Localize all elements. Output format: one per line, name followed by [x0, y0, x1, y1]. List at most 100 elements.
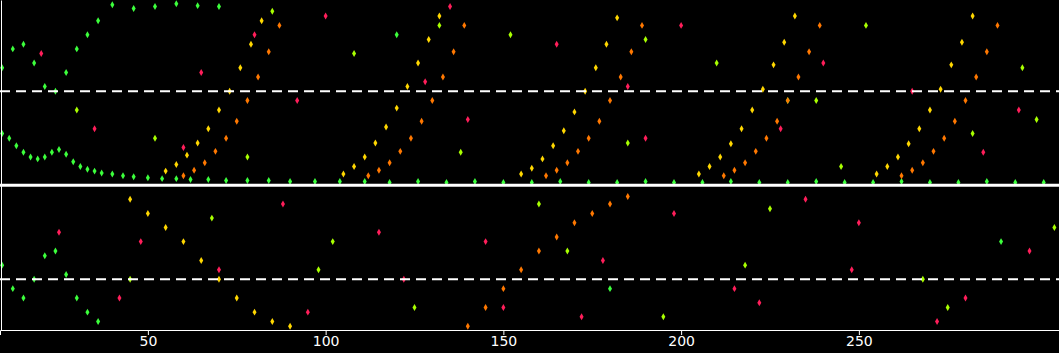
point [366, 172, 370, 179]
point [743, 159, 747, 166]
point [775, 118, 779, 125]
point [679, 22, 683, 29]
point [174, 0, 178, 7]
point [189, 176, 193, 183]
point [203, 159, 207, 166]
point [352, 163, 356, 170]
point [949, 61, 953, 68]
point [117, 295, 121, 302]
reference-line [0, 278, 1059, 280]
x-tick-label: 100 [313, 333, 340, 349]
point [11, 45, 15, 52]
point [181, 172, 185, 179]
point [373, 139, 377, 146]
point [196, 2, 200, 9]
point [420, 118, 424, 125]
point [93, 125, 97, 132]
point [537, 248, 541, 255]
point [85, 166, 89, 173]
point [519, 170, 523, 177]
point [995, 22, 999, 29]
point [245, 177, 249, 184]
point [36, 155, 40, 162]
point [1017, 107, 1021, 114]
point [43, 83, 47, 90]
point-series [39, 3, 1031, 325]
point [501, 285, 505, 292]
point [501, 304, 505, 311]
point [626, 193, 630, 200]
point [981, 149, 985, 156]
point [732, 167, 736, 174]
point [772, 61, 776, 68]
point [932, 148, 936, 155]
point [537, 201, 541, 208]
point [21, 149, 25, 156]
point [377, 167, 381, 174]
point [153, 3, 157, 10]
point [238, 64, 242, 71]
point [697, 170, 701, 177]
point [597, 118, 601, 125]
point [999, 238, 1003, 245]
point [146, 210, 150, 217]
point [210, 215, 214, 222]
point [132, 5, 136, 12]
point [466, 323, 470, 330]
point [398, 148, 402, 155]
point [796, 74, 800, 81]
point [462, 22, 466, 29]
point [437, 13, 441, 20]
point [782, 39, 786, 46]
point [199, 69, 203, 76]
x-axis: 50100150200250 [1, 330, 1059, 349]
point [985, 48, 989, 55]
point [416, 60, 420, 67]
point [427, 36, 431, 43]
point [249, 41, 253, 48]
point [729, 140, 733, 147]
point [245, 97, 249, 104]
chart: 50100150200250 [0, 0, 1059, 353]
point [0, 130, 4, 137]
point [448, 3, 452, 10]
point [11, 285, 15, 292]
point [732, 285, 736, 292]
point [0, 64, 4, 71]
point [352, 50, 356, 57]
point [206, 125, 210, 132]
point [270, 8, 274, 15]
point [110, 170, 114, 177]
point [256, 74, 260, 81]
point [484, 238, 488, 245]
point [629, 48, 633, 55]
point [814, 97, 818, 104]
point [75, 107, 79, 114]
point [580, 313, 584, 320]
point [555, 167, 559, 174]
point [562, 127, 566, 134]
point [245, 154, 249, 161]
point [331, 238, 335, 245]
point [661, 313, 665, 320]
point [288, 323, 292, 330]
x-tick-label: 200 [668, 333, 695, 349]
point [942, 135, 946, 142]
point [324, 13, 328, 20]
point [75, 295, 79, 302]
point [921, 159, 925, 166]
point [277, 22, 281, 29]
point [423, 78, 427, 85]
point [32, 60, 36, 67]
plot-area [0, 0, 1059, 329]
reference-line [0, 90, 1059, 92]
point [807, 48, 811, 55]
point [544, 172, 548, 179]
point [174, 161, 178, 168]
y-axis [1, 1, 2, 331]
point [100, 170, 104, 177]
point [672, 210, 676, 217]
point [64, 271, 68, 278]
point [377, 229, 381, 236]
point [43, 154, 47, 161]
